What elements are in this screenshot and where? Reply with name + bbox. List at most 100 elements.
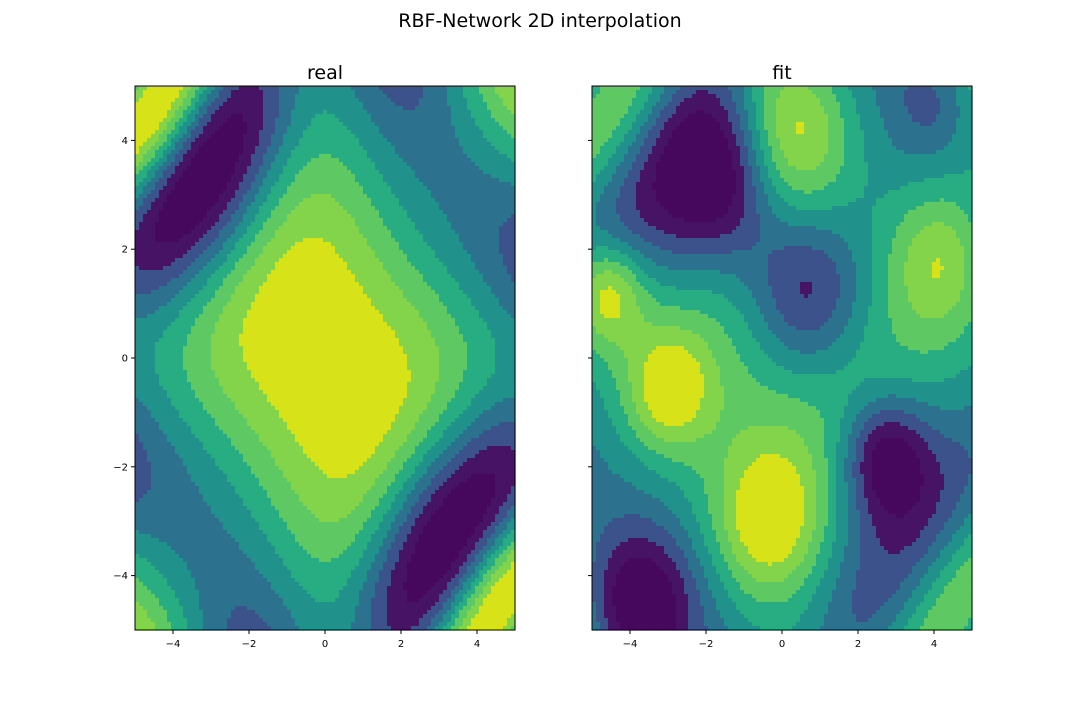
contour-cell bbox=[479, 90, 484, 95]
contour-cell bbox=[251, 178, 256, 183]
contour-cell bbox=[195, 202, 200, 207]
contour-cell bbox=[139, 114, 144, 119]
contour-cell bbox=[223, 134, 228, 139]
contour-cell bbox=[167, 130, 172, 135]
contour-cell bbox=[403, 86, 408, 91]
contour-cell bbox=[435, 282, 440, 287]
contour-cell bbox=[491, 246, 496, 251]
contour-cell bbox=[179, 226, 184, 231]
contour-cell bbox=[347, 150, 352, 155]
contour-cell bbox=[259, 242, 264, 247]
contour-cell bbox=[451, 98, 456, 103]
contour-cell bbox=[419, 218, 424, 223]
contour-cell bbox=[183, 238, 188, 243]
contour-cell bbox=[263, 142, 268, 147]
contour-cell bbox=[195, 134, 200, 139]
contour-cell bbox=[459, 190, 464, 195]
contour-cell bbox=[195, 286, 200, 291]
contour-cell bbox=[155, 266, 160, 271]
contour-cell bbox=[191, 278, 196, 283]
contour-cell bbox=[423, 170, 428, 175]
contour-cell bbox=[335, 254, 340, 259]
contour-cell bbox=[299, 126, 304, 131]
contour-cell bbox=[463, 226, 468, 231]
contour-cell bbox=[183, 94, 188, 99]
contour-cell bbox=[395, 162, 400, 167]
contour-cell bbox=[187, 202, 192, 207]
contour-cell bbox=[331, 250, 336, 255]
contour-cell bbox=[379, 142, 384, 147]
contour-cell bbox=[143, 142, 148, 147]
contour-cell bbox=[263, 154, 268, 159]
contour-cell bbox=[479, 218, 484, 223]
contour-cell bbox=[275, 202, 280, 207]
contour-cell bbox=[411, 94, 416, 99]
contour-cell bbox=[243, 198, 248, 203]
contour-cell bbox=[383, 242, 388, 247]
contour-cell bbox=[463, 222, 468, 227]
contour-cell bbox=[463, 286, 468, 291]
contour-cell bbox=[211, 234, 216, 239]
contour-cell bbox=[203, 294, 208, 299]
contour-cell bbox=[451, 226, 456, 231]
contour-cell bbox=[143, 98, 148, 103]
contour-cell bbox=[407, 110, 412, 115]
contour-cell bbox=[319, 202, 324, 207]
contour-cell bbox=[199, 258, 204, 263]
contour-cell bbox=[451, 214, 456, 219]
contour-cell bbox=[479, 146, 484, 151]
contour-cell bbox=[379, 290, 384, 295]
contour-cell bbox=[303, 246, 308, 251]
contour-cell bbox=[267, 206, 272, 211]
contour-cell bbox=[371, 242, 376, 247]
contour-cell bbox=[175, 126, 180, 131]
contour-cell bbox=[351, 98, 356, 103]
contour-cell bbox=[307, 274, 312, 279]
contour-cell bbox=[303, 206, 308, 211]
contour-cell bbox=[255, 262, 260, 267]
contour-cell bbox=[155, 258, 160, 263]
contour-cell bbox=[147, 202, 152, 207]
contour-cell bbox=[287, 174, 292, 179]
contour-cell bbox=[463, 278, 468, 283]
contour-cell bbox=[379, 254, 384, 259]
contour-cell bbox=[199, 210, 204, 215]
contour-cell bbox=[335, 106, 340, 111]
contour-cell bbox=[251, 210, 256, 215]
contour-cell bbox=[203, 110, 208, 115]
contour-cell bbox=[511, 110, 516, 115]
contour-cell bbox=[203, 146, 208, 151]
contour-cell bbox=[359, 274, 364, 279]
contour-cell bbox=[231, 158, 236, 163]
contour-cell bbox=[443, 86, 448, 91]
contour-cell bbox=[359, 150, 364, 155]
contour-cell bbox=[159, 286, 164, 291]
contour-cell bbox=[475, 186, 480, 191]
contour-cell bbox=[351, 86, 356, 91]
contour-cell bbox=[287, 94, 292, 99]
contour-cell bbox=[195, 206, 200, 211]
contour-cell bbox=[399, 214, 404, 219]
contour-cell bbox=[503, 94, 508, 99]
contour-cell bbox=[303, 222, 308, 227]
contour-cell bbox=[299, 246, 304, 251]
contour-cell bbox=[475, 98, 480, 103]
contour-cell bbox=[335, 278, 340, 283]
contour-cell bbox=[203, 182, 208, 187]
contour-cell bbox=[363, 214, 368, 219]
contour-cell bbox=[351, 166, 356, 171]
contour-cell bbox=[403, 222, 408, 227]
contour-cell bbox=[159, 290, 164, 295]
contour-cell bbox=[295, 126, 300, 131]
contour-cell bbox=[507, 142, 512, 147]
contour-cell bbox=[187, 254, 192, 259]
contour-cell bbox=[303, 290, 308, 295]
contour-cell bbox=[435, 98, 440, 103]
contour-cell bbox=[387, 114, 392, 119]
contour-cell bbox=[299, 110, 304, 115]
contour-cell bbox=[223, 290, 228, 295]
contour-cell bbox=[251, 98, 256, 103]
contour-cell bbox=[295, 286, 300, 291]
contour-cell bbox=[315, 162, 320, 167]
contour-cell bbox=[403, 230, 408, 235]
